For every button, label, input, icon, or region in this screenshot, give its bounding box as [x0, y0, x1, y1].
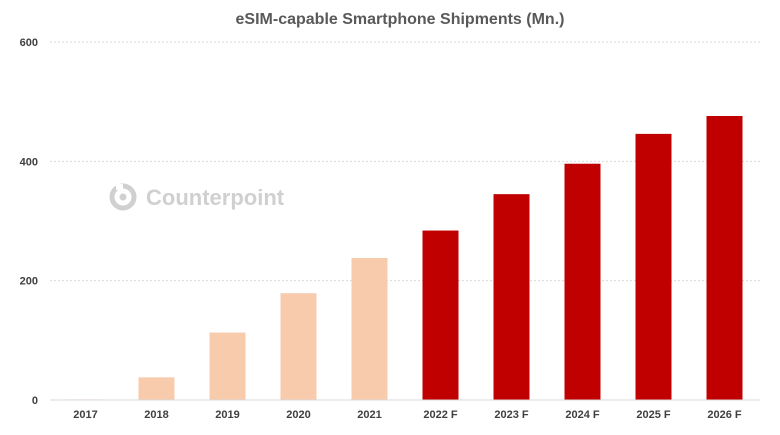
y-axis-ticks: 0 200 400 600 [20, 37, 38, 407]
bar-2022-f [422, 230, 459, 400]
bar-2018 [138, 377, 175, 400]
bar-2023-f [493, 194, 530, 400]
x-tick-label: 2023 F [494, 409, 529, 421]
bar-2025-f [635, 133, 672, 401]
watermark: Counterpoint [109, 183, 285, 211]
x-axis-ticks: 2017 2018 2019 2020 2021 2022 F 2023 F 2024 F 20… [73, 409, 742, 421]
bar-2020 [280, 293, 317, 400]
y-tick-label: 200 [20, 276, 38, 288]
bar-2026-f [706, 115, 743, 400]
x-tick-label: 2022 F [423, 409, 458, 421]
watermark-text: Counterpoint [146, 185, 285, 210]
x-tick-label: 2019 [215, 409, 239, 421]
bar-2024-f [564, 163, 601, 400]
x-tick-label: 2018 [144, 409, 168, 421]
x-tick-label: 2020 [286, 409, 310, 421]
y-tick-label: 0 [32, 395, 38, 407]
x-tick-label: 2026 F [707, 409, 742, 421]
y-tick-label: 600 [20, 37, 38, 49]
y-tick-label: 400 [20, 156, 38, 168]
counterpoint-logo-icon [109, 183, 137, 211]
chart-title: eSIM-capable Smartphone Shipments (Mn.) [236, 11, 565, 28]
x-tick-label: 2021 [357, 409, 381, 421]
x-tick-label: 2024 F [565, 409, 600, 421]
bars [67, 115, 743, 401]
bar-2019 [209, 332, 246, 400]
bar-2021 [351, 257, 388, 400]
x-tick-label: 2017 [73, 409, 97, 421]
x-tick-label: 2025 F [636, 409, 671, 421]
